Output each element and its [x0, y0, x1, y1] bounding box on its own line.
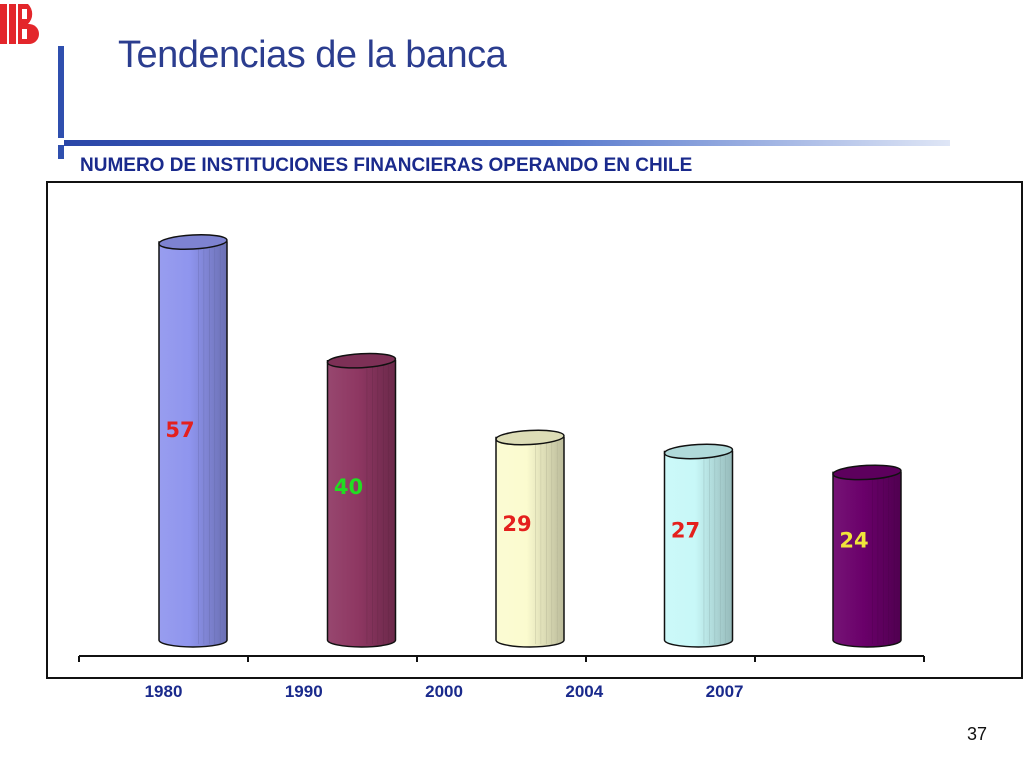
x-tick-label: 2007 [706, 682, 744, 701]
x-tick-label: 2000 [425, 682, 463, 701]
data-label: 57 [165, 418, 194, 442]
bank-logo-icon [0, 4, 39, 44]
bar-2007: 24 [832, 464, 902, 648]
data-label: 29 [502, 512, 531, 536]
bar-top [495, 429, 565, 446]
data-label: 27 [671, 519, 700, 543]
bar-top [663, 443, 734, 460]
bar-1990: 40 [326, 352, 397, 648]
bar-top [158, 234, 228, 250]
bar-body [495, 436, 565, 648]
chart-title: NUMERO DE INSTITUCIONES FINANCIERAS OPER… [80, 155, 693, 176]
page-number: 37 [967, 724, 988, 744]
title-accent-bar [58, 46, 64, 138]
bar-body [663, 450, 734, 648]
page-title: Tendencias de la banca [118, 34, 507, 76]
bar-body [832, 471, 902, 648]
bar-1980: 57 [158, 234, 228, 648]
title-underline [64, 140, 950, 146]
data-label: 24 [839, 529, 868, 553]
x-tick-label: 1990 [285, 682, 323, 701]
bar-body [158, 241, 228, 648]
bar-2004: 27 [663, 443, 734, 648]
x-tick-label: 2004 [565, 682, 603, 701]
title-accent-bar-lower [58, 145, 64, 159]
bar-top [832, 464, 902, 481]
bar-2000: 29 [495, 429, 565, 648]
x-tick-label: 1980 [145, 682, 183, 701]
bar-top [326, 352, 397, 369]
data-label: 40 [334, 475, 363, 499]
bar-body [326, 359, 397, 648]
